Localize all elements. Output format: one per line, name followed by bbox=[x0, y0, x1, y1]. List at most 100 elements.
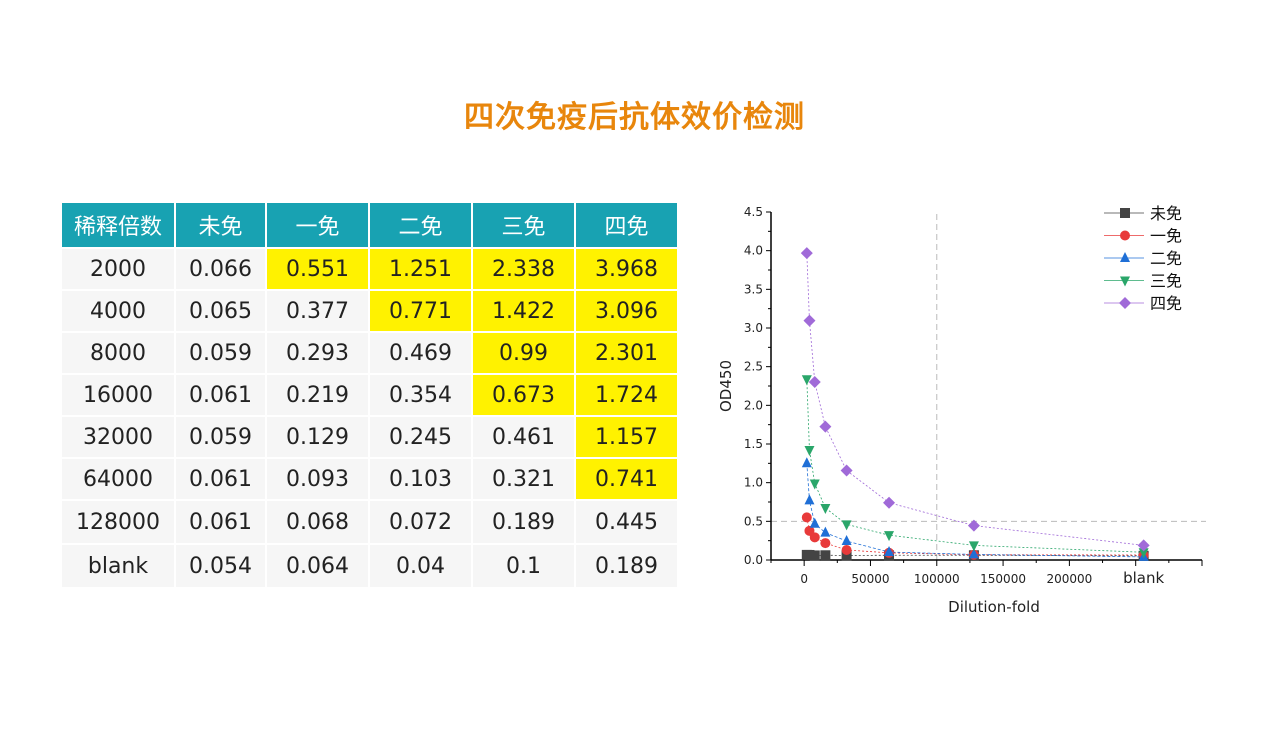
data-point bbox=[803, 314, 816, 327]
data-point bbox=[820, 503, 831, 514]
data-point bbox=[819, 420, 832, 433]
data-point bbox=[809, 517, 820, 528]
table-row: 32000 0.059 0.129 0.245 0.461 1.157 bbox=[60, 415, 679, 459]
legend-label: 三免 bbox=[1150, 272, 1182, 291]
data-point bbox=[809, 550, 820, 561]
column-header: 稀释倍数 bbox=[60, 201, 176, 249]
data-point bbox=[883, 496, 896, 509]
column-header: 三免 bbox=[471, 201, 576, 249]
data-point bbox=[820, 550, 831, 561]
x-tick-label: 50000 bbox=[851, 572, 889, 586]
series-line-3 bbox=[806, 379, 1144, 553]
column-header: 一免 bbox=[265, 201, 370, 249]
table-cell: 0.771 bbox=[368, 289, 473, 333]
table-cell: 4000 bbox=[60, 289, 176, 333]
table-cell: 0.551 bbox=[265, 247, 370, 291]
data-point bbox=[841, 545, 852, 556]
legend-label: 二免 bbox=[1150, 249, 1182, 268]
table-cell: 16000 bbox=[60, 373, 176, 417]
data-point bbox=[809, 532, 820, 543]
table-cell: 1.422 bbox=[471, 289, 576, 333]
table-cell: 2.338 bbox=[471, 247, 576, 291]
table-row: 2000 0.066 0.551 1.251 2.338 3.968 bbox=[60, 247, 679, 291]
titer-table: 稀释倍数 未免 一免 二免 三免 四免 2000 0.066 0.551 1.251 2.338 3… bbox=[60, 201, 679, 589]
table-cell: 0.354 bbox=[368, 373, 473, 417]
table-cell: 0.061 bbox=[174, 499, 267, 545]
table-cell: 3.968 bbox=[574, 247, 679, 291]
table-cell: 0.189 bbox=[574, 543, 679, 589]
legend-marker bbox=[1120, 252, 1130, 262]
y-tick-label: 4.0 bbox=[744, 244, 763, 258]
table-cell: 0.093 bbox=[265, 457, 370, 501]
table-cell: 0.129 bbox=[265, 415, 370, 459]
data-point bbox=[809, 479, 820, 490]
data-point bbox=[1137, 539, 1150, 552]
slide-title: 四次免疫后抗体效价检测 bbox=[464, 100, 805, 135]
y-tick-label: 0.0 bbox=[744, 553, 763, 567]
series-line-4 bbox=[806, 253, 1144, 546]
x-tick-label: 0 bbox=[800, 572, 808, 586]
table-header-row: 稀释倍数 未免 一免 二免 三免 四免 bbox=[60, 201, 679, 249]
table-cell: 0.1 bbox=[471, 543, 576, 589]
table-cell: 32000 bbox=[60, 415, 176, 459]
table-cell: 0.068 bbox=[265, 499, 370, 545]
table-row: 64000 0.061 0.093 0.103 0.321 0.741 bbox=[60, 457, 679, 501]
data-point bbox=[840, 464, 853, 477]
legend-marker bbox=[1120, 276, 1130, 287]
column-header: 四免 bbox=[574, 201, 679, 249]
data-point bbox=[820, 526, 831, 537]
data-point bbox=[841, 535, 852, 546]
table-cell: 0.04 bbox=[368, 543, 473, 589]
y-tick-label: 2.0 bbox=[744, 398, 763, 412]
data-point bbox=[820, 538, 831, 549]
x-tick-label: 150000 bbox=[980, 572, 1026, 586]
legend-marker bbox=[1120, 230, 1130, 241]
x-axis-label: Dilution-fold bbox=[948, 598, 1040, 616]
data-point bbox=[1138, 548, 1149, 559]
data-point bbox=[801, 375, 812, 386]
data-point bbox=[841, 550, 852, 561]
table-cell: 1.724 bbox=[574, 373, 679, 417]
table-cell: 128000 bbox=[60, 499, 176, 545]
y-tick-label: 1.0 bbox=[744, 476, 763, 490]
table-cell: 0.469 bbox=[368, 331, 473, 375]
data-point bbox=[968, 541, 979, 552]
table-cell: 0.99 bbox=[471, 331, 576, 375]
table-cell: 3.096 bbox=[574, 289, 679, 333]
table-cell: 64000 bbox=[60, 457, 176, 501]
legend-label: 未免 bbox=[1150, 204, 1182, 223]
table-cell: 0.072 bbox=[368, 499, 473, 545]
y-tick-label: 3.5 bbox=[744, 282, 763, 296]
table-cell: 0.066 bbox=[174, 247, 267, 291]
table-cell: 0.064 bbox=[265, 543, 370, 589]
x-tick-label-blank: blank bbox=[1123, 569, 1164, 587]
column-header: 二免 bbox=[368, 201, 473, 249]
x-tick-label: 100000 bbox=[914, 572, 960, 586]
data-point bbox=[884, 531, 895, 542]
table-cell: 0.321 bbox=[471, 457, 576, 501]
table-cell: 0.065 bbox=[174, 289, 267, 333]
table-cell: blank bbox=[60, 543, 176, 589]
legend-marker bbox=[1119, 297, 1131, 309]
column-header: 未免 bbox=[174, 201, 267, 249]
data-point bbox=[841, 520, 852, 531]
y-tick-label: 2.5 bbox=[744, 360, 763, 374]
data-point bbox=[808, 376, 821, 389]
data-point bbox=[801, 512, 812, 523]
series-line-0 bbox=[806, 554, 1144, 557]
data-point bbox=[804, 446, 815, 457]
table-cell: 0.445 bbox=[574, 499, 679, 545]
data-point bbox=[804, 494, 815, 505]
table-row: 8000 0.059 0.293 0.469 0.99 2.301 bbox=[60, 331, 679, 375]
table-row: 4000 0.065 0.377 0.771 1.422 3.096 bbox=[60, 289, 679, 333]
table-cell: 0.245 bbox=[368, 415, 473, 459]
data-point bbox=[801, 457, 812, 468]
table-row: 16000 0.061 0.219 0.354 0.673 1.724 bbox=[60, 373, 679, 417]
y-tick-label: 0.5 bbox=[744, 514, 763, 528]
table-cell: 2000 bbox=[60, 247, 176, 291]
y-axis-label: OD450 bbox=[717, 360, 735, 412]
table-cell: 0.377 bbox=[265, 289, 370, 333]
table-cell: 0.741 bbox=[574, 457, 679, 501]
table-cell: 0.219 bbox=[265, 373, 370, 417]
